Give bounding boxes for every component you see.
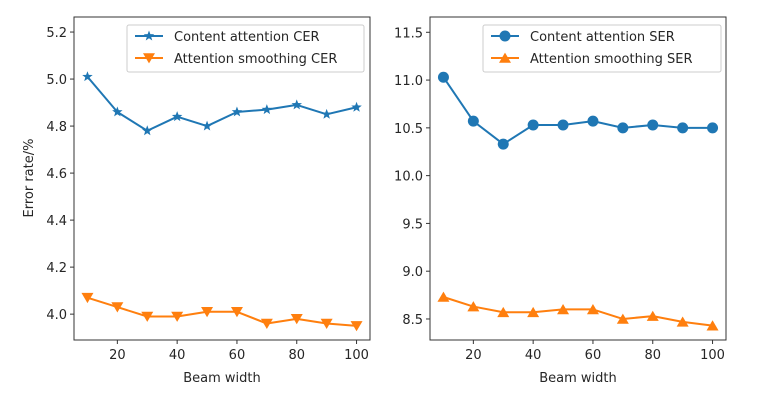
data-point	[260, 318, 273, 329]
legend: Content attention SER Attention smoothin…	[482, 24, 722, 73]
plot-area	[81, 71, 363, 332]
y-tick-label: 10.0	[394, 170, 423, 185]
data-point	[467, 115, 479, 127]
y-tick-label: 10.5	[394, 122, 423, 137]
legend-box	[126, 24, 365, 73]
axes-frame	[429, 16, 727, 341]
y-axis-label: Error rate/%	[22, 139, 37, 218]
data-point	[201, 306, 214, 318]
data-point	[617, 122, 629, 134]
data-point	[201, 120, 213, 131]
data-point	[320, 318, 333, 329]
y-tick-label: 4.2	[46, 261, 67, 276]
x-tick-label: 40	[169, 348, 186, 363]
data-point	[171, 311, 184, 322]
data-point	[231, 106, 243, 117]
data-point	[230, 306, 243, 318]
x-tick-label: 100	[344, 348, 369, 363]
legend-symbol-attention-smoothing	[491, 52, 519, 63]
legend: Content attention CER Attention smoothin…	[126, 24, 365, 73]
legend-label-attention-smoothing: Attention smoothing CER	[174, 52, 337, 67]
data-point	[557, 304, 570, 315]
ticks: 20 40 60 80 100 4.0 4.2 4.4 4.6 4.8 5.0 5.2	[46, 26, 369, 363]
data-point	[290, 314, 303, 325]
y-tick-label: 4.6	[46, 167, 67, 182]
legend-symbol-content-attention	[135, 30, 163, 41]
series-line-attention-smoothing-ser	[443, 296, 713, 327]
legend-label-content-attention: Content attention CER	[174, 30, 320, 45]
data-point	[467, 301, 480, 312]
data-point	[81, 292, 94, 304]
x-tick-label: 20	[465, 348, 482, 363]
x-tick-label: 100	[700, 348, 725, 363]
legend-label-attention-smoothing: Attention smoothing SER	[530, 52, 693, 67]
data-point	[707, 122, 719, 134]
data-point	[291, 99, 302, 110]
x-tick-label: 80	[288, 348, 305, 363]
y-tick-label: 9.0	[402, 265, 423, 280]
x-axis-label: Beam width	[183, 371, 261, 386]
series-line-content-attention-cer	[86, 76, 357, 132]
y-tick-label: 11.5	[394, 26, 423, 41]
ticks: 20 40 60 80 100 8.5 9.0 9.5 10.0 10.5 11.0 11.5	[394, 26, 725, 363]
legend-marker	[143, 53, 155, 64]
data-point	[587, 115, 599, 127]
data-point	[497, 306, 510, 318]
data-point	[112, 106, 123, 117]
y-tick-label: 5.0	[46, 73, 67, 88]
x-tick-label: 20	[109, 348, 126, 363]
x-tick-label: 60	[585, 348, 602, 363]
y-tick-label: 4.4	[46, 214, 67, 229]
data-point	[616, 313, 629, 324]
x-tick-label: 40	[525, 348, 542, 363]
y-tick-label: 11.0	[394, 74, 423, 89]
x-tick-label: 80	[644, 348, 661, 363]
y-tick-label: 9.5	[402, 217, 423, 232]
data-point	[261, 104, 273, 115]
series-line-content-attention-ser	[442, 76, 713, 146]
series-line-attention-smoothing-cer	[87, 296, 357, 327]
legend-marker	[499, 52, 511, 63]
data-point	[437, 71, 449, 83]
data-point	[437, 291, 450, 302]
data-point	[351, 101, 362, 112]
data-point	[706, 320, 719, 331]
x-tick-label: 60	[229, 348, 246, 363]
y-tick-label: 4.8	[46, 120, 67, 135]
data-point	[527, 119, 539, 131]
x-axis-label: Beam width	[539, 371, 617, 386]
ser-chart: Beam width 20 40 60 80 100 8.5 9.0 9.5 10.0 10.5 1…	[394, 16, 727, 386]
data-point	[676, 316, 689, 327]
legend-symbol-attention-smoothing	[135, 53, 163, 64]
data-point	[497, 138, 509, 150]
data-point	[141, 311, 154, 322]
plot-area	[437, 71, 719, 331]
legend-box	[482, 24, 722, 73]
data-point	[527, 306, 540, 318]
y-tick-label: 8.5	[402, 313, 423, 328]
data-point	[557, 119, 569, 131]
data-point	[646, 310, 659, 321]
legend-label-content-attention: Content attention SER	[530, 30, 675, 45]
data-point	[321, 108, 332, 119]
data-point	[171, 111, 183, 122]
data-point	[111, 302, 124, 313]
data-point	[142, 125, 153, 136]
axes-frame	[73, 16, 371, 341]
legend-marker	[143, 30, 155, 41]
data-point	[647, 119, 659, 131]
data-point	[586, 304, 599, 315]
legend-marker	[499, 30, 511, 42]
cer-chart: Error rate/% Beam width 20 40 60 80 100 4.0 4.…	[22, 16, 371, 386]
data-point	[82, 71, 93, 82]
y-tick-label: 5.2	[46, 26, 67, 41]
data-point	[677, 122, 689, 134]
data-point	[350, 321, 363, 332]
y-tick-label: 4.0	[46, 308, 67, 323]
legend-symbol-content-attention	[491, 30, 519, 42]
